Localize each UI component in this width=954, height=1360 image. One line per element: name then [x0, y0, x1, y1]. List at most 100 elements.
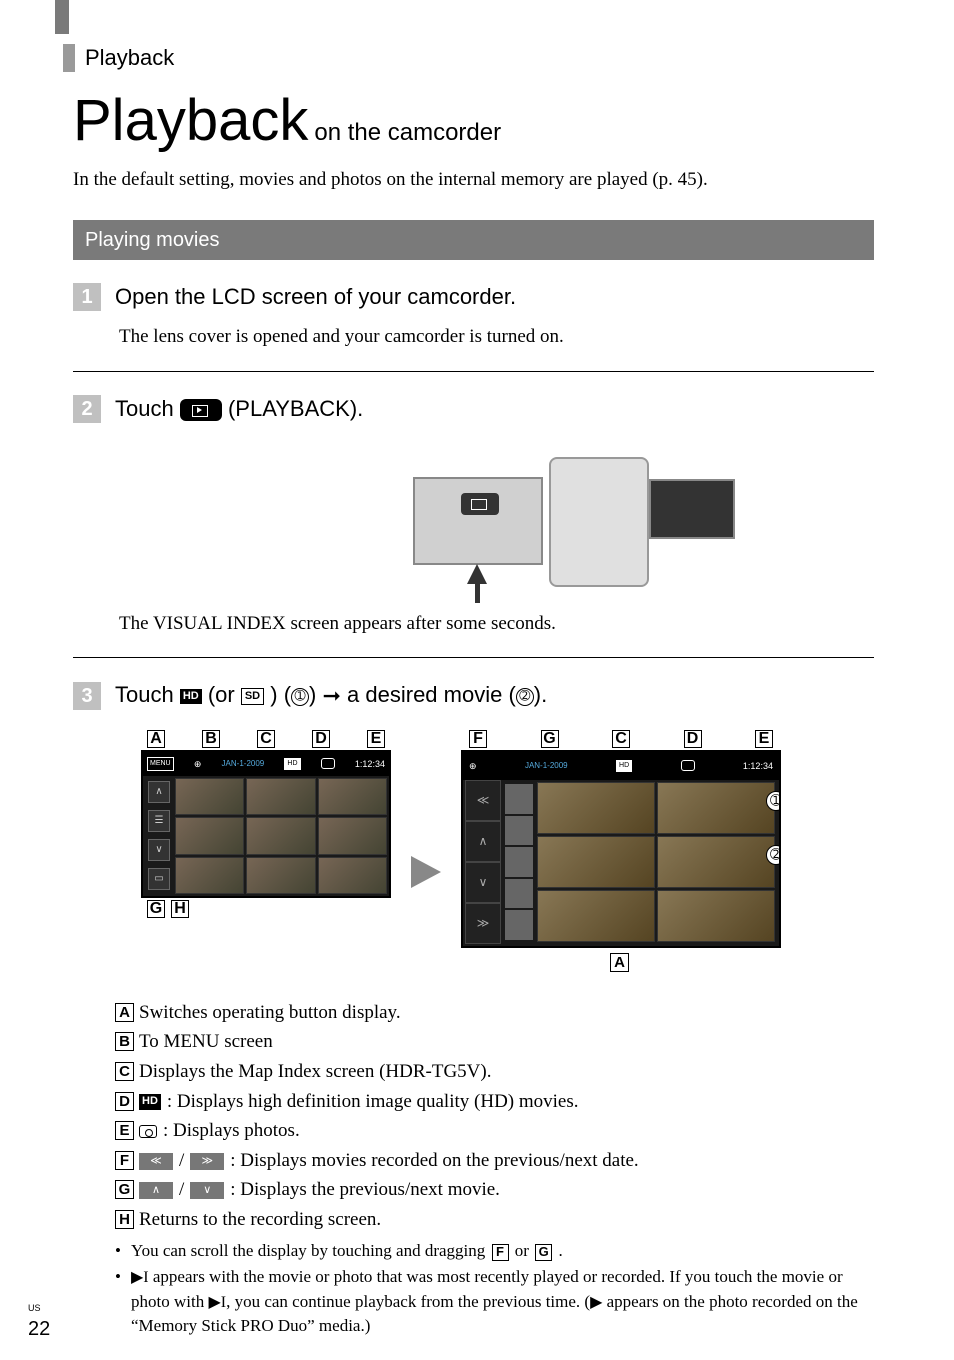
prev-icon: ∧	[139, 1182, 173, 1199]
callout-2: ➁	[766, 845, 781, 865]
legend-row-d: D HD : Displays high definition image qu…	[115, 1089, 874, 1116]
note-2: ▶I appears with the movie or photo that …	[115, 1265, 874, 1337]
step-2-title-post: (PLAYBACK).	[228, 396, 363, 421]
legend-a-text: Switches operating button display.	[139, 1000, 874, 1027]
date-prev-icon: ≪	[139, 1153, 173, 1170]
vi-hd-badge: HD	[616, 760, 632, 772]
divider-1	[73, 371, 874, 372]
b1b: or	[515, 1241, 533, 1260]
legend-box-a: A	[115, 1003, 134, 1022]
label-box: B	[202, 730, 220, 748]
visual-index-left: A B C D E MENU ⊕ JAN-1-2009 HD 1:12:34 ∧	[141, 730, 391, 918]
label-box: C	[257, 730, 275, 748]
page-title: Playback on the camcorder	[73, 80, 874, 161]
vi-thumbnail	[175, 778, 244, 815]
vi-right-topbar: ⊕ JAN-1-2009 HD 1:12:34	[463, 752, 779, 780]
label-box: E	[367, 730, 385, 748]
vi-map-icon: ⊕	[194, 758, 202, 771]
vi-thumbnail	[318, 857, 387, 894]
vi-thumbnail	[246, 778, 315, 815]
legend-e-text: : Displays photos.	[139, 1118, 874, 1145]
legend-box-b: B	[115, 1032, 134, 1051]
vi-prev-btn: ∧	[148, 781, 170, 803]
play-mark-icon: ▶I	[208, 1293, 226, 1310]
playback-button-icon	[180, 399, 222, 421]
vi-left-topbar: MENU ⊕ JAN-1-2009 HD 1:12:34	[143, 752, 389, 776]
legend-f-text: ≪ / ≫ : Displays movies recorded on the …	[139, 1148, 874, 1175]
vi-right-nav: ≪ ∧ ∨ ≫	[465, 780, 501, 944]
step-2: 2 Touch (PLAYBACK). The VISUAL INDEX scr…	[73, 394, 874, 637]
legend-row-b: B To MENU screen	[115, 1029, 874, 1056]
legend-row-g: G ∧ / ∨ : Displays the previous/next mov…	[115, 1177, 874, 1204]
vi-thumbnail	[246, 857, 315, 894]
section-label: Playback	[85, 43, 174, 74]
vi-date: JAN-1-2009	[222, 758, 265, 769]
vi-menu-button: MENU	[147, 757, 174, 771]
vi-left-sidebar: ∧ ☰ ∨ ▭	[145, 778, 173, 894]
label-box: A	[147, 730, 165, 748]
label-box: G	[147, 900, 165, 918]
vi-left-labels-bottom: G H	[141, 900, 391, 918]
arrow-icon: ➞	[322, 683, 340, 708]
vi-prev-btn: ∧	[465, 821, 501, 862]
section-header: Playback	[63, 43, 874, 74]
t3c: ) (	[270, 682, 291, 707]
notes-list: You can scroll the display by touching a…	[115, 1239, 874, 1337]
vi-photo-icon	[321, 758, 335, 769]
legend-box-g: G	[115, 1180, 134, 1199]
legend-row-f: F ≪ / ≫ : Displays movies recorded on th…	[115, 1148, 874, 1175]
label-box: C	[612, 730, 630, 748]
t3a: Touch	[115, 682, 180, 707]
step-1-number: 1	[73, 283, 101, 311]
vi-return-btn: ▭	[148, 868, 170, 890]
legend-d-label: : Displays high definition image quality…	[167, 1089, 579, 1116]
legend-box-e: E	[115, 1121, 134, 1140]
vi-date-next-btn: ≫	[465, 903, 501, 944]
legend-b-text: To MENU screen	[139, 1029, 874, 1056]
legend-c-text: Displays the Map Index screen (HDR-TG5V)…	[139, 1059, 874, 1086]
label-box: E	[755, 730, 773, 748]
legend-g-text: ∧ / ∨ : Displays the previous/next movie…	[139, 1177, 874, 1204]
vi-thumbnail	[537, 782, 655, 834]
vi-film-icon: ☰	[148, 810, 170, 832]
camcorder-body	[549, 457, 649, 587]
sd-icon: SD	[241, 688, 264, 705]
vi-bar	[505, 816, 533, 846]
vi-left-thumbs: ∧ ☰ ∨ ▭	[143, 776, 389, 896]
page-n: 22	[28, 1318, 50, 1340]
legend-g-label: : Displays the previous/next movie.	[230, 1177, 500, 1204]
t3f: ).	[534, 682, 547, 707]
lcd-playback-button	[461, 493, 499, 515]
vi-thumbnail	[175, 817, 244, 854]
top-accent-bar	[55, 0, 69, 34]
vi-thumbnail	[537, 836, 655, 888]
b1c: .	[558, 1241, 562, 1260]
vi-thumbnail	[246, 817, 315, 854]
inline-box-g: G	[535, 1244, 552, 1261]
step-3-title: Touch HD (or SD ) (➀) ➞ a desired movie …	[115, 680, 547, 712]
legend-box-d: D	[115, 1092, 134, 1111]
camcorder-lcd	[413, 477, 543, 565]
vi-map-icon: ⊕	[469, 760, 477, 773]
inline-box-f: F	[492, 1244, 509, 1261]
step-2-number: 2	[73, 395, 101, 423]
title-main: Playback	[73, 80, 308, 161]
vi-left-screen: MENU ⊕ JAN-1-2009 HD 1:12:34 ∧ ☰ ∨ ▭	[141, 750, 391, 898]
step-1-body: The lens cover is opened and your camcor…	[119, 324, 874, 351]
label-box: H	[171, 900, 189, 918]
visual-index-row: A B C D E MENU ⊕ JAN-1-2009 HD 1:12:34 ∧	[141, 730, 874, 974]
legend-row-a: A Switches operating button display.	[115, 1000, 874, 1027]
note-1: You can scroll the display by touching a…	[115, 1239, 874, 1263]
visual-index-right: F G C D E ⊕ JAN-1-2009 HD 1:12:34 ≪ ∧ ∨	[461, 730, 781, 974]
vi-right-thumbs: ➀ ➁	[535, 780, 777, 944]
legend-box-f: F	[115, 1151, 134, 1170]
vi-hd-badge: HD	[284, 758, 300, 770]
vi-right-screen: ⊕ JAN-1-2009 HD 1:12:34 ≪ ∧ ∨ ≫	[461, 750, 781, 948]
touch-arrow-stem	[475, 579, 480, 603]
vi-right-bars	[503, 780, 535, 944]
vi-right-labels-bottom: A	[461, 950, 781, 974]
legend-d-text: HD : Displays high definition image qual…	[139, 1089, 874, 1116]
vi-date: JAN-1-2009	[525, 760, 568, 771]
callout-2-icon: ➁	[516, 688, 534, 706]
vi-thumbnail	[318, 778, 387, 815]
